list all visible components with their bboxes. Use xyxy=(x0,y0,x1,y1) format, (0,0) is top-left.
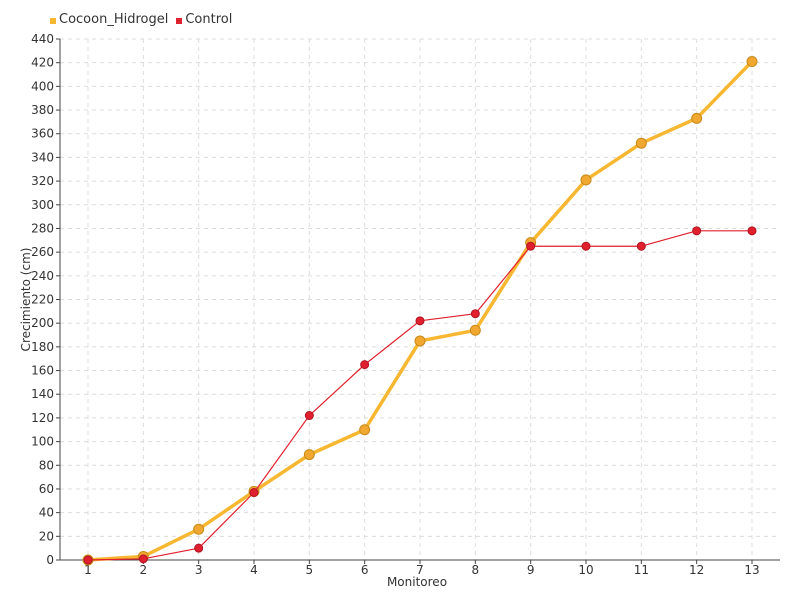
y-tick-label: 160 xyxy=(31,364,54,378)
data-point[interactable] xyxy=(304,411,314,421)
y-tick-label: 360 xyxy=(31,127,54,141)
data-point[interactable] xyxy=(746,55,758,67)
data-point[interactable] xyxy=(359,424,371,436)
data-point[interactable] xyxy=(691,112,703,124)
data-point[interactable] xyxy=(415,316,425,326)
data-point[interactable] xyxy=(636,241,646,251)
y-tick-label: 340 xyxy=(31,150,54,164)
x-tick-label: 11 xyxy=(634,563,649,577)
legend-label-cocoon: Cocoon_Hidrogel xyxy=(59,12,169,27)
x-tick-labels: 1 2 3 4 5 6 7 8 9 10 11 12 13 xyxy=(84,563,759,577)
legend-swatch-cocoon xyxy=(50,17,56,24)
data-point[interactable] xyxy=(83,555,93,565)
y-tick-label: 300 xyxy=(31,198,54,212)
x-tick-label: 2 xyxy=(140,563,148,577)
y-axis-title: Crecimiento (cm) xyxy=(19,248,33,352)
y-tick-labels: 0 20 40 60 80 100 120 140 160 180 200 220 240 260 280 3… xyxy=(31,32,54,567)
x-tick-label: 6 xyxy=(361,563,369,577)
data-point[interactable] xyxy=(526,241,536,251)
data-point[interactable] xyxy=(249,488,259,498)
x-tick-label: 9 xyxy=(527,563,535,577)
data-point[interactable] xyxy=(193,523,205,535)
y-tick-label: 280 xyxy=(31,221,54,235)
legend-swatch-control xyxy=(176,17,183,24)
data-point[interactable] xyxy=(303,449,315,461)
data-point[interactable] xyxy=(581,241,591,251)
legend-item-cocoon[interactable]: Cocoon_Hidrogel xyxy=(50,12,168,27)
y-tick-label: 40 xyxy=(39,506,54,520)
x-tick-label: 7 xyxy=(416,563,424,577)
y-tick-label: 380 xyxy=(31,103,54,117)
data-point[interactable] xyxy=(469,324,481,336)
data-point[interactable] xyxy=(635,137,647,149)
data-point[interactable] xyxy=(414,335,426,347)
y-tick-label: 140 xyxy=(31,387,54,401)
y-tick-label: 120 xyxy=(31,411,54,425)
y-tick-label: 320 xyxy=(31,174,54,188)
x-tick-label: 12 xyxy=(689,563,704,577)
x-tick-label: 13 xyxy=(744,563,759,577)
legend-label-control: Control xyxy=(185,12,233,27)
x-tick-label: 1 xyxy=(84,563,92,577)
x-tick-label: 10 xyxy=(578,563,593,577)
chart-legend: Cocoon_Hidrogel Control xyxy=(50,12,240,27)
y-tick-label: 100 xyxy=(31,435,54,449)
x-tick-label: 5 xyxy=(306,563,314,577)
series-group xyxy=(82,55,758,566)
data-point[interactable] xyxy=(470,309,480,319)
y-tick-label: 20 xyxy=(39,529,54,543)
data-point[interactable] xyxy=(692,226,702,236)
data-point[interactable] xyxy=(360,360,370,370)
y-tick-label: 180 xyxy=(31,340,54,354)
data-point[interactable] xyxy=(747,226,757,236)
x-tick-label: 3 xyxy=(195,563,203,577)
x-axis-title: Monitoreo xyxy=(387,575,447,589)
grid-lines xyxy=(60,38,780,560)
y-tick-label: 440 xyxy=(31,32,54,46)
x-tick-label: 8 xyxy=(472,563,480,577)
y-tick-label: 200 xyxy=(31,316,54,330)
y-tick-label: 220 xyxy=(31,293,54,307)
y-tick-label: 0 xyxy=(46,553,54,567)
legend-item-control[interactable]: Control xyxy=(176,12,232,27)
y-tick-label: 60 xyxy=(39,482,54,496)
data-point[interactable] xyxy=(194,543,204,553)
x-tick-label: 4 xyxy=(250,563,258,577)
axes xyxy=(56,38,780,564)
data-point[interactable] xyxy=(138,554,148,564)
y-tick-label: 240 xyxy=(31,269,54,283)
data-point[interactable] xyxy=(580,174,592,186)
y-tick-label: 420 xyxy=(31,56,54,70)
series-control xyxy=(83,226,757,565)
y-tick-label: 400 xyxy=(31,79,54,93)
y-tick-label: 260 xyxy=(31,245,54,259)
y-tick-label: 80 xyxy=(39,458,54,472)
